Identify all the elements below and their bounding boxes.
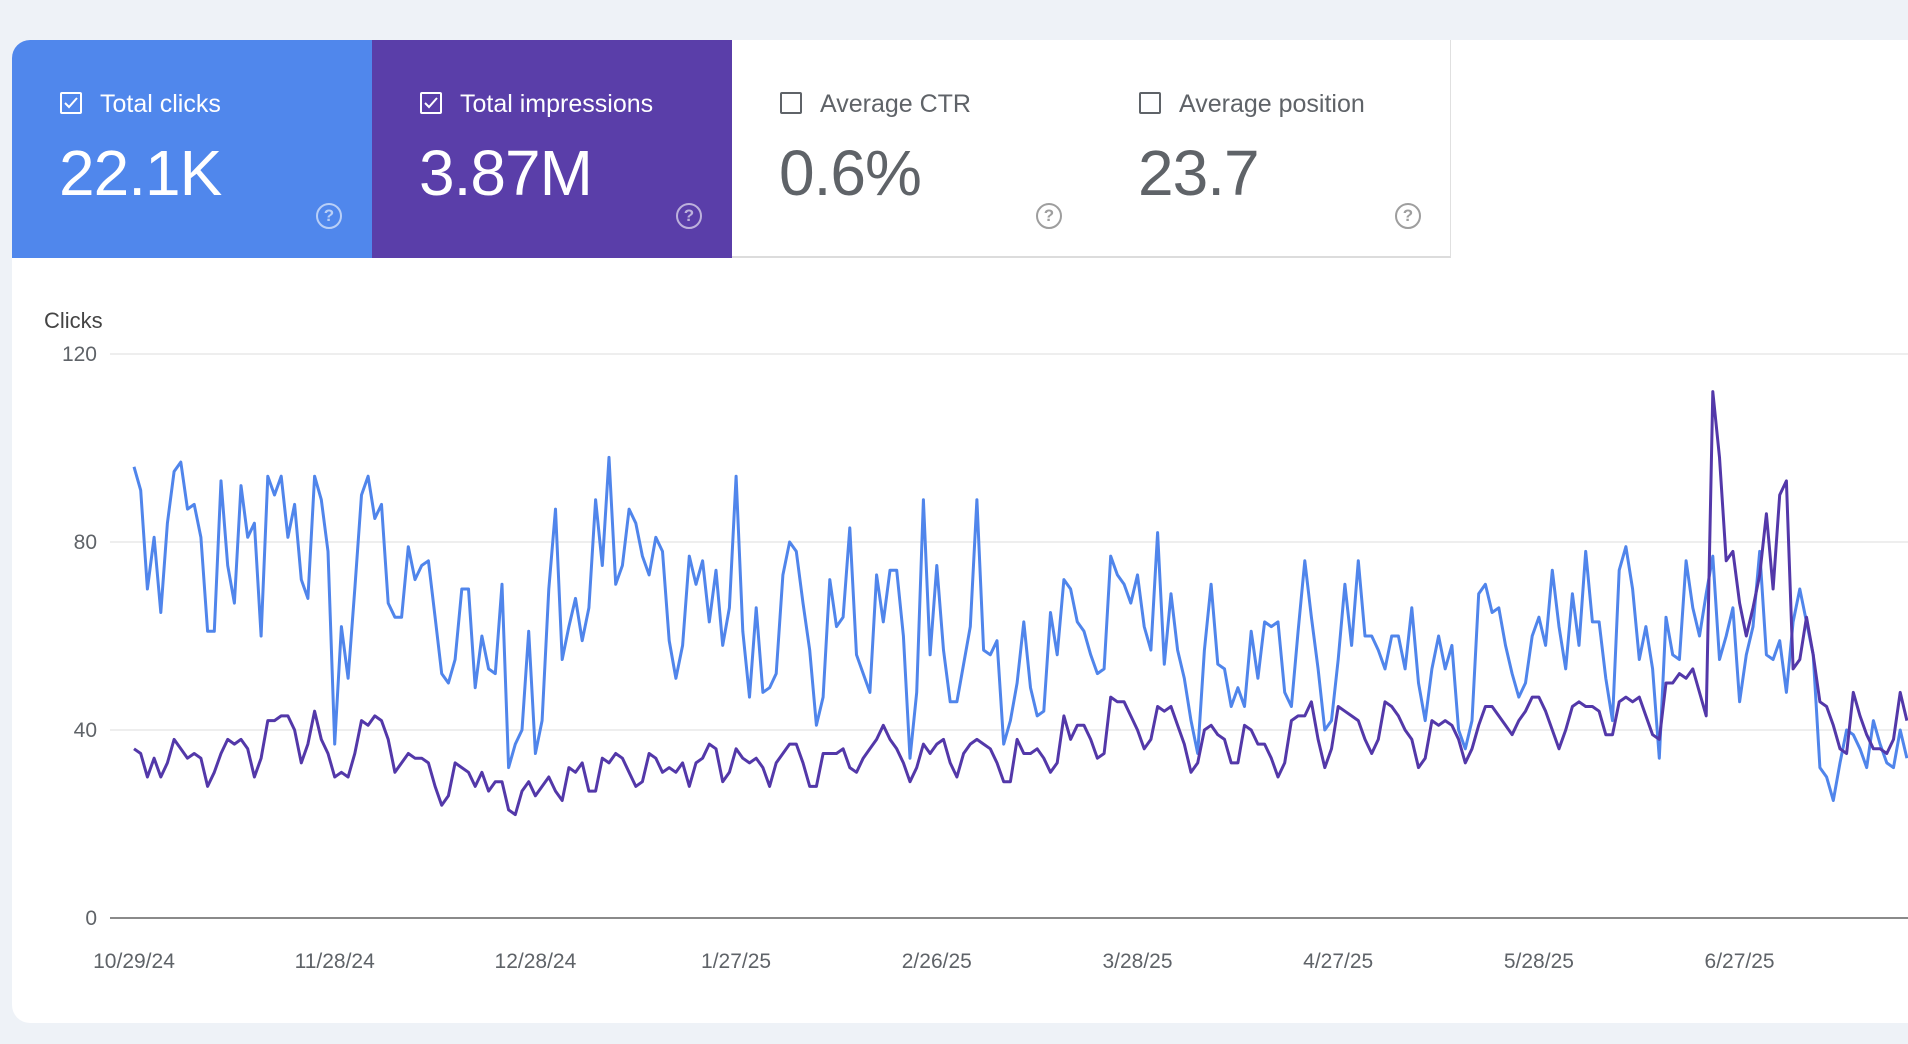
x-tick-label: 12/28/24 — [495, 950, 577, 973]
y-tick-label: 0 — [85, 907, 97, 930]
checkbox-checked-icon[interactable] — [420, 92, 442, 114]
help-icon[interactable]: ? — [1395, 203, 1421, 229]
metric-value: 0.6% — [779, 137, 922, 209]
help-icon[interactable]: ? — [316, 203, 342, 229]
metric-tile-total-impressions[interactable]: Total impressions 3.87M ? — [372, 40, 732, 258]
metric-tile-average-position[interactable]: Average position 23.7 ? — [1091, 40, 1451, 258]
y-tick-label: 80 — [74, 531, 97, 554]
x-tick-label: 1/27/25 — [701, 950, 771, 973]
metric-tile-average-ctr[interactable]: Average CTR 0.6% ? — [732, 40, 1092, 258]
metric-value: 23.7 — [1138, 137, 1260, 209]
metric-tile-total-clicks[interactable]: Total clicks 22.1K ? — [12, 40, 372, 258]
x-tick-label: 6/27/25 — [1705, 950, 1775, 973]
series-line-clicks — [132, 455, 1908, 802]
series-line-impressions — [133, 390, 1908, 817]
help-icon[interactable]: ? — [676, 203, 702, 229]
metric-label: Average position — [1179, 90, 1365, 118]
x-tick-label: 11/28/24 — [295, 950, 376, 973]
x-tick-label: 3/28/25 — [1102, 950, 1172, 973]
checkbox-unchecked-icon[interactable] — [780, 92, 802, 114]
metric-label: Total impressions — [460, 90, 654, 118]
metric-label: Average CTR — [820, 90, 971, 118]
metric-value: 22.1K — [59, 137, 222, 209]
help-icon[interactable]: ? — [1036, 203, 1062, 229]
y-axis-title: Clicks — [44, 308, 103, 333]
x-tick-label: 10/29/24 — [93, 950, 175, 973]
y-tick-label: 40 — [74, 719, 97, 742]
x-tick-label: 2/26/25 — [902, 950, 972, 973]
performance-panel: Total clicks 22.1K ? Total impressions 3… — [12, 40, 1908, 1023]
x-tick-label: 4/27/25 — [1303, 950, 1373, 973]
checkbox-unchecked-icon[interactable] — [1139, 92, 1161, 114]
metric-label: Total clicks — [100, 90, 221, 118]
y-tick-label: 120 — [62, 343, 97, 366]
metric-value: 3.87M — [419, 137, 593, 209]
x-tick-label: 5/28/25 — [1504, 950, 1574, 973]
checkbox-checked-icon[interactable] — [60, 92, 82, 114]
